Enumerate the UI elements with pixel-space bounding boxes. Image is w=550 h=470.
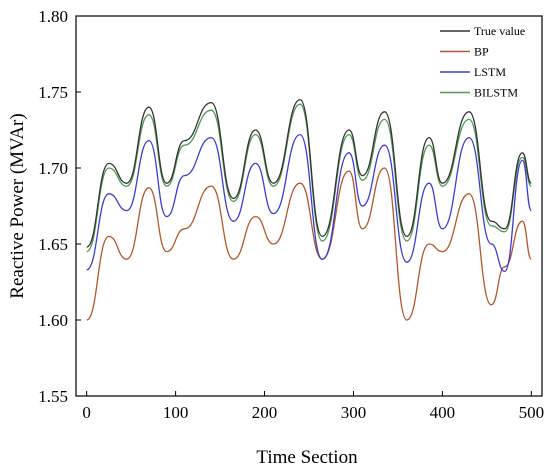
x-tick-label: 100 (163, 403, 189, 422)
y-tick-label: 1.80 (38, 7, 68, 26)
x-tick-label: 500 (519, 403, 545, 422)
legend-label: LSTM (474, 65, 506, 79)
x-tick-label: 300 (341, 403, 367, 422)
x-tick-label: 400 (430, 403, 456, 422)
series-line-2 (86, 133, 532, 273)
legend-label: BILSTM (474, 86, 518, 100)
axis-ticks: 0 100 200 300 400 500 1.55 1.60 1.65 1.70 1.75 1.80 (38, 7, 544, 422)
series-lines (86, 98, 532, 321)
x-tick-label: 200 (252, 403, 278, 422)
y-tick-label: 1.70 (38, 159, 68, 178)
series-line-0 (86, 98, 532, 248)
legend-label: True value (474, 24, 525, 38)
y-tick-label: 1.60 (38, 311, 68, 330)
x-tick-label: 0 (82, 403, 91, 422)
legend-label: BP (474, 45, 489, 59)
y-tick-label: 1.65 (38, 235, 68, 254)
x-axis-label: Time Section (256, 447, 358, 468)
y-tick-label: 1.55 (38, 387, 68, 406)
y-axis-label: Reactive Power (MVAr) (7, 113, 28, 298)
series-line-1 (86, 167, 532, 321)
plot-frame (75, 15, 543, 397)
series-line-3 (86, 103, 532, 253)
legend: True value BP LSTM BILSTM (440, 24, 525, 100)
y-tick-label: 1.75 (38, 83, 68, 102)
